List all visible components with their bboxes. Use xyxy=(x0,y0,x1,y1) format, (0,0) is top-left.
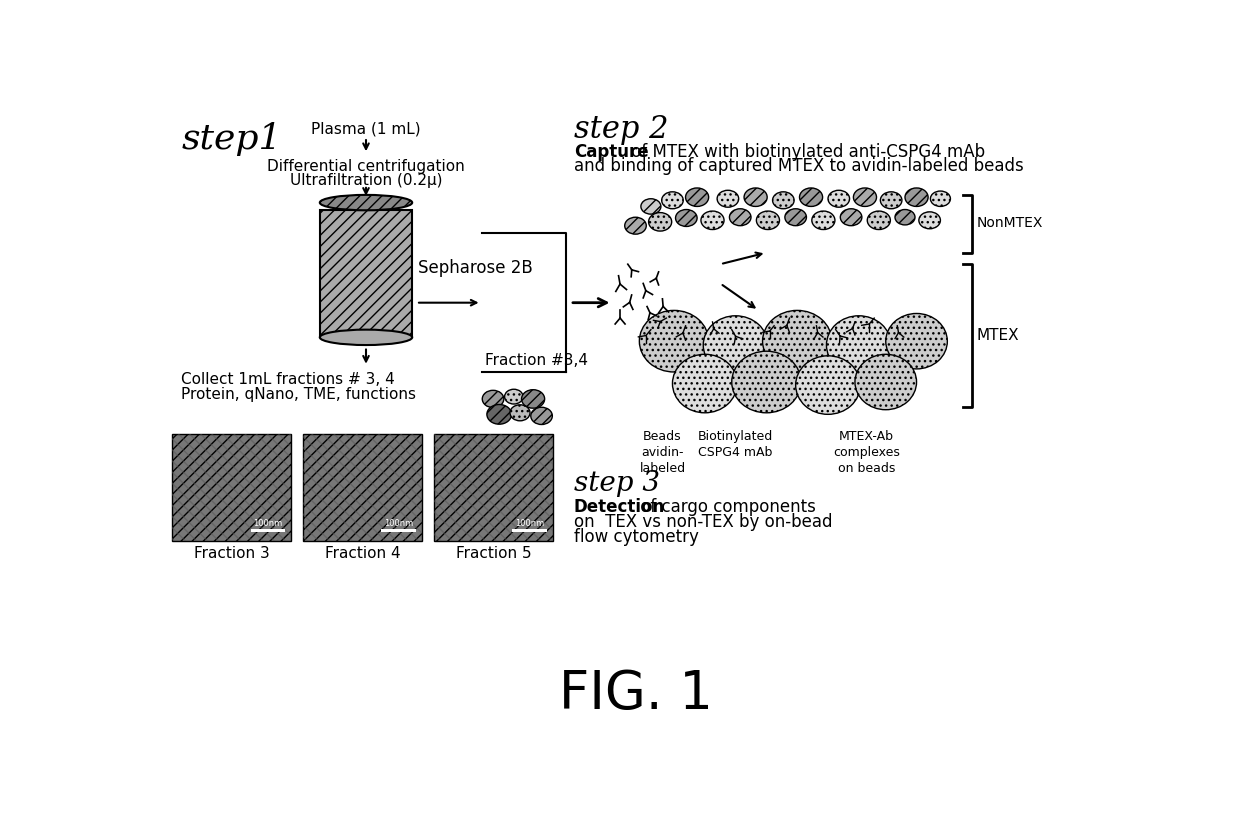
Ellipse shape xyxy=(744,188,768,206)
Text: MTEX: MTEX xyxy=(977,327,1019,343)
Bar xyxy=(434,433,553,542)
Ellipse shape xyxy=(732,351,801,413)
Text: 100nm: 100nm xyxy=(515,519,544,528)
Text: Fraction 3: Fraction 3 xyxy=(193,546,269,561)
Text: Plasma (1 mL): Plasma (1 mL) xyxy=(311,122,420,136)
Ellipse shape xyxy=(905,188,928,206)
Ellipse shape xyxy=(773,192,794,209)
Ellipse shape xyxy=(640,311,708,372)
Bar xyxy=(512,529,547,532)
Ellipse shape xyxy=(930,191,950,206)
Ellipse shape xyxy=(895,210,915,225)
Ellipse shape xyxy=(853,188,877,206)
Text: MTEX-Ab
complexes
on beads: MTEX-Ab complexes on beads xyxy=(833,430,900,475)
Text: of cargo components: of cargo components xyxy=(635,497,816,515)
Ellipse shape xyxy=(880,192,901,209)
Text: Fraction 4: Fraction 4 xyxy=(325,546,401,561)
Text: Sepharose 2B: Sepharose 2B xyxy=(418,259,533,277)
Bar xyxy=(250,529,285,532)
Ellipse shape xyxy=(763,311,832,372)
Ellipse shape xyxy=(676,210,697,226)
Ellipse shape xyxy=(729,209,751,226)
Ellipse shape xyxy=(701,211,724,229)
Ellipse shape xyxy=(487,404,512,424)
Text: on  TEX vs non-TEX by on-bead: on TEX vs non-TEX by on-bead xyxy=(574,513,832,531)
Ellipse shape xyxy=(885,313,947,369)
Ellipse shape xyxy=(505,390,523,404)
Ellipse shape xyxy=(662,192,683,209)
Ellipse shape xyxy=(854,354,916,409)
Bar xyxy=(434,433,553,542)
Bar xyxy=(303,433,422,542)
Bar xyxy=(382,529,417,532)
Text: flow cytometry: flow cytometry xyxy=(574,529,699,547)
Ellipse shape xyxy=(717,190,739,207)
Text: Beads
avidin-
labeled: Beads avidin- labeled xyxy=(640,430,686,475)
Ellipse shape xyxy=(919,212,940,229)
Ellipse shape xyxy=(649,213,672,231)
Ellipse shape xyxy=(522,390,544,409)
Text: step 2: step 2 xyxy=(574,114,668,145)
Ellipse shape xyxy=(686,188,708,206)
Text: Detection: Detection xyxy=(574,497,665,515)
Text: Protein, qNano, TME, functions: Protein, qNano, TME, functions xyxy=(181,386,417,402)
Ellipse shape xyxy=(756,211,780,229)
Bar xyxy=(320,210,412,337)
Ellipse shape xyxy=(841,209,862,226)
Ellipse shape xyxy=(625,217,646,234)
Ellipse shape xyxy=(482,390,503,408)
Ellipse shape xyxy=(826,316,892,374)
Ellipse shape xyxy=(867,211,890,229)
Text: 100nm: 100nm xyxy=(253,519,283,528)
Text: step 3: step 3 xyxy=(574,470,660,496)
Text: Capture: Capture xyxy=(574,143,649,161)
Ellipse shape xyxy=(320,195,412,210)
Ellipse shape xyxy=(672,354,737,413)
Text: NonMTEX: NonMTEX xyxy=(977,216,1043,230)
Ellipse shape xyxy=(796,356,861,414)
Ellipse shape xyxy=(785,209,806,226)
Text: and binding of captured MTEX to avidin-labeled beads: and binding of captured MTEX to avidin-l… xyxy=(574,157,1024,175)
Text: Biotinylated
CSPG4 mAb: Biotinylated CSPG4 mAb xyxy=(698,430,774,459)
Text: 100nm: 100nm xyxy=(384,519,413,528)
Bar xyxy=(172,433,291,542)
Ellipse shape xyxy=(800,188,822,206)
Text: Differential centrifugation: Differential centrifugation xyxy=(267,159,465,173)
Text: FIG. 1: FIG. 1 xyxy=(558,668,713,720)
Text: Fraction 5: Fraction 5 xyxy=(455,546,531,561)
Text: step1: step1 xyxy=(181,122,281,155)
Text: Fraction #3,4: Fraction #3,4 xyxy=(485,353,588,368)
Bar xyxy=(303,433,422,542)
Text: Collect 1mL fractions # 3, 4: Collect 1mL fractions # 3, 4 xyxy=(181,372,396,387)
Bar xyxy=(172,433,291,542)
Ellipse shape xyxy=(641,199,661,215)
Ellipse shape xyxy=(828,190,849,207)
Ellipse shape xyxy=(703,316,768,374)
Ellipse shape xyxy=(320,330,412,345)
Text: of MTEX with biotinylated anti-CSPG4 mAb: of MTEX with biotinylated anti-CSPG4 mAb xyxy=(626,143,986,161)
Ellipse shape xyxy=(510,404,529,421)
Ellipse shape xyxy=(531,407,552,424)
Ellipse shape xyxy=(812,211,835,229)
Text: Ultrafiltration (0.2μ): Ultrafiltration (0.2μ) xyxy=(290,173,443,187)
